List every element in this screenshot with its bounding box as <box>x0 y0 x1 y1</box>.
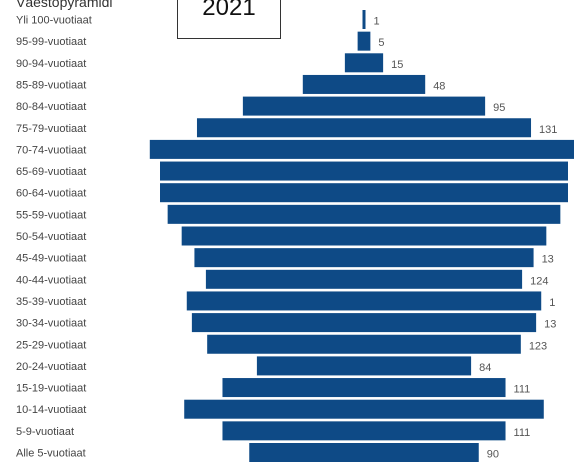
bar-5-9-vuotiaat[interactable] <box>222 421 506 441</box>
bar-95-99-vuotiaat[interactable] <box>357 31 371 51</box>
bar-35-39-vuotiaat[interactable] <box>186 291 542 311</box>
bar-80-84-vuotiaat[interactable] <box>242 96 486 116</box>
bar-45-49-vuotiaat[interactable] <box>194 248 534 268</box>
data-label: 131 <box>539 124 557 136</box>
category-label: 90-94-vuotiaat <box>16 58 86 70</box>
category-label: 5-9-vuotiaat <box>16 426 74 438</box>
data-label: 48 <box>433 80 445 92</box>
bar-Yli 100-vuotiaat[interactable] <box>362 10 366 29</box>
bar-90-94-vuotiaat[interactable] <box>344 53 384 73</box>
category-label: 40-44-vuotiaat <box>16 274 86 286</box>
data-label: 90 <box>487 449 499 461</box>
data-label: 1 <box>549 297 555 309</box>
bar-15-19-vuotiaat[interactable] <box>222 378 506 398</box>
data-label: 13 <box>544 319 556 331</box>
data-label: 123 <box>529 340 547 352</box>
category-label: 75-79-vuotiaat <box>16 123 86 135</box>
bar-65-69-vuotiaat[interactable] <box>160 161 568 181</box>
data-label: 111 <box>514 384 531 396</box>
data-label: 84 <box>479 362 491 374</box>
category-label: 15-19-vuotiaat <box>16 383 86 395</box>
category-label: 30-34-vuotiaat <box>16 318 86 330</box>
bar-60-64-vuotiaat[interactable] <box>160 183 568 203</box>
category-label: 95-99-vuotiaat <box>16 36 86 48</box>
category-label: 65-69-vuotiaat <box>16 166 86 178</box>
bar-Alle 5-vuotiaat[interactable] <box>249 443 479 462</box>
category-label: Yli 100-vuotiaat <box>16 15 92 27</box>
bar-30-34-vuotiaat[interactable] <box>191 313 537 333</box>
bar-50-54-vuotiaat[interactable] <box>181 226 547 246</box>
bar-10-14-vuotiaat[interactable] <box>184 399 544 419</box>
category-label: 80-84-vuotiaat <box>16 101 86 113</box>
category-label: 60-64-vuotiaat <box>16 188 86 200</box>
bar-25-29-vuotiaat[interactable] <box>207 334 521 354</box>
category-label: Alle 5-vuotiaat <box>16 448 86 460</box>
data-label: 111 <box>514 427 531 439</box>
data-label: 95 <box>493 102 505 114</box>
bar-20-24-vuotiaat[interactable] <box>256 356 472 376</box>
category-label: 55-59-vuotiaat <box>16 209 86 221</box>
data-label: 124 <box>530 275 548 287</box>
data-label: 15 <box>391 59 403 71</box>
category-label: 50-54-vuotiaat <box>16 231 86 243</box>
category-label: 70-74-vuotiaat <box>16 144 86 156</box>
year-indicator: 2021 <box>177 0 281 39</box>
category-label: 10-14-vuotiaat <box>16 404 86 416</box>
bar-85-89-vuotiaat[interactable] <box>302 74 426 94</box>
category-label: 20-24-vuotiaat <box>16 361 86 373</box>
category-label: 85-89-vuotiaat <box>16 79 86 91</box>
bar-40-44-vuotiaat[interactable] <box>205 269 523 289</box>
bar-70-74-vuotiaat[interactable] <box>149 139 574 159</box>
category-label: 45-49-vuotiaat <box>16 253 86 265</box>
data-label: 13 <box>542 254 554 266</box>
category-label: 35-39-vuotiaat <box>16 296 86 308</box>
category-label: 25-29-vuotiaat <box>16 339 86 351</box>
chart-title: Väestöpyramidi <box>16 0 113 10</box>
bar-75-79-vuotiaat[interactable] <box>196 118 532 138</box>
data-label: 5 <box>378 37 384 49</box>
data-label: 1 <box>374 16 380 28</box>
bar-55-59-vuotiaat[interactable] <box>167 204 561 224</box>
